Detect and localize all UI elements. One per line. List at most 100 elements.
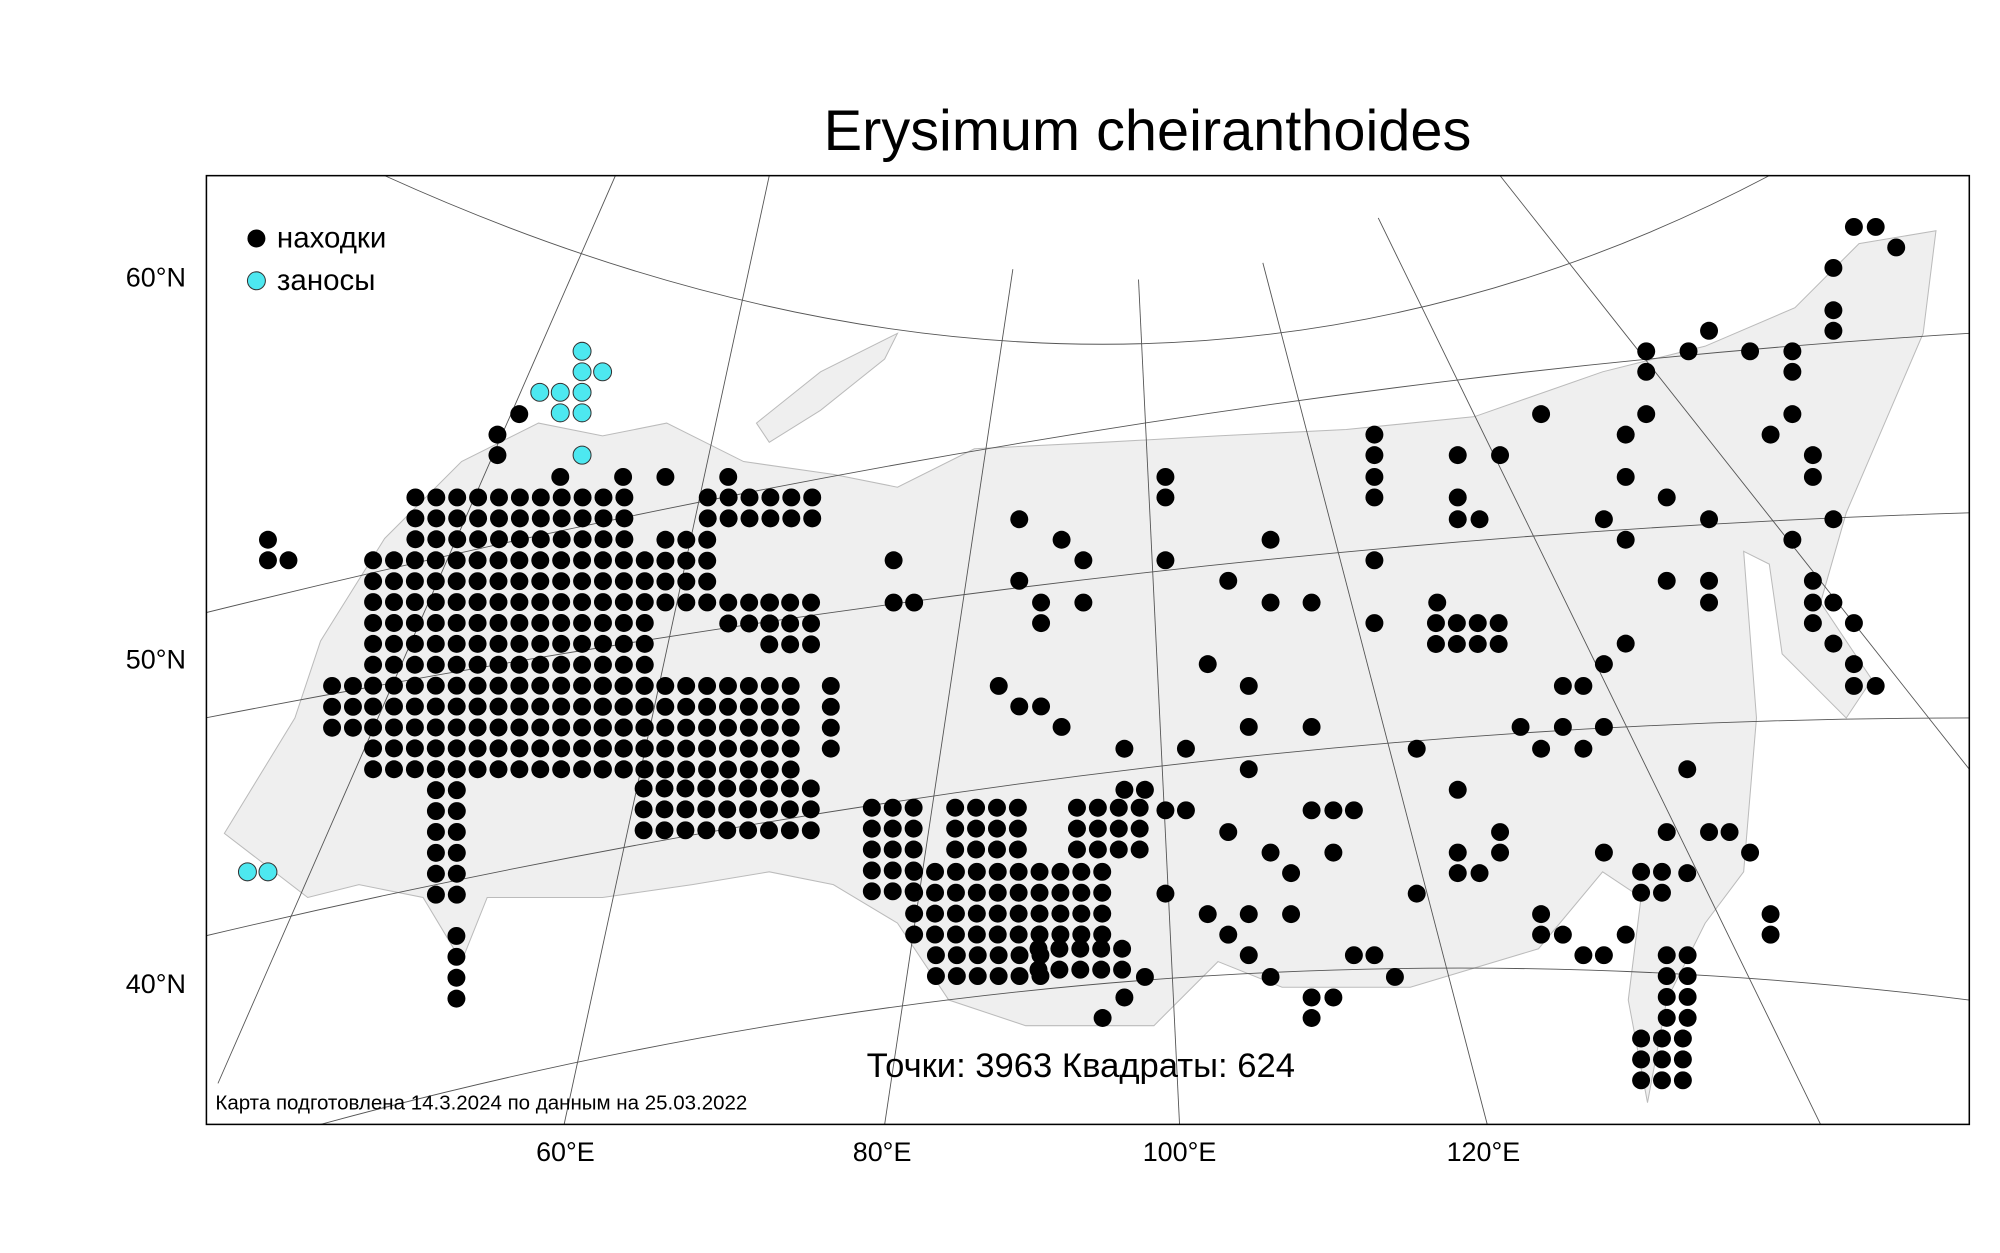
- occurrence-dot: [635, 655, 654, 674]
- occurrence-dot: [655, 800, 674, 819]
- occurrence-dot: [551, 467, 570, 486]
- occurrence-dot: [905, 904, 924, 923]
- occurrence-dot: [510, 718, 529, 737]
- occurrence-dot: [364, 760, 383, 779]
- occurrence-dot: [821, 718, 840, 737]
- occurrence-dot: [988, 883, 1007, 902]
- occurrence-dot: [447, 676, 466, 695]
- occurrence-dot: [447, 634, 466, 653]
- occurrence-dot: [447, 989, 466, 1008]
- occurrence-dot: [593, 593, 612, 612]
- occurrence-dot: [1844, 614, 1863, 633]
- occurrence-dot: [1632, 1029, 1651, 1048]
- occurrence-dot: [593, 760, 612, 779]
- occurrence-dot: [614, 613, 633, 632]
- occurrence-dot: [1491, 823, 1510, 842]
- occurrence-dot: [677, 760, 696, 779]
- occurrence-dot: [1067, 798, 1086, 817]
- occurrence-dot: [447, 718, 466, 737]
- occurrence-dot: [677, 676, 696, 695]
- occurrence-dot: [593, 718, 612, 737]
- occurrence-dot: [447, 551, 466, 570]
- occurrence-dot: [552, 676, 571, 695]
- occurrence-dot: [531, 760, 550, 779]
- occurrence-dot: [655, 779, 674, 798]
- occurrence-dot: [1678, 760, 1697, 779]
- occurrence-dot: [1051, 925, 1070, 944]
- occurrence-dot: [1088, 819, 1107, 838]
- occurrence-dot: [468, 634, 487, 653]
- occurrence-dot: [1130, 840, 1149, 859]
- occurrence-dot: [1115, 780, 1134, 799]
- occurrence-dot: [1032, 697, 1051, 716]
- occurrence-dot: [1574, 739, 1593, 758]
- occurrence-dot: [385, 593, 403, 612]
- occurrence-dot: [802, 614, 821, 633]
- occurrence-dot: [1135, 967, 1154, 986]
- occurrence-dot: [719, 676, 737, 695]
- occurrence-dot: [385, 676, 403, 695]
- occurrence-dot: [967, 883, 986, 902]
- lon-label: 60°E: [536, 1137, 595, 1167]
- occurrence-dot: [258, 530, 277, 549]
- occurrence-dot: [405, 718, 424, 737]
- occurrence-dot: [447, 926, 466, 945]
- occurrence-dot: [781, 593, 800, 612]
- occurrence-dot: [719, 488, 738, 507]
- occurrence-dot: [426, 822, 445, 841]
- occurrence-dot: [343, 697, 362, 716]
- occurrence-dot: [490, 488, 508, 507]
- occurrence-dot: [1448, 510, 1467, 529]
- occurrence-dot: [427, 530, 446, 549]
- occurrence-dot: [1302, 593, 1321, 612]
- occurrence-dot: [1115, 988, 1134, 1007]
- occurrence-dot: [447, 802, 466, 821]
- occurrence-dot: [1130, 798, 1149, 817]
- occurrence-dot: [573, 572, 592, 591]
- occurrence-dot: [531, 739, 550, 758]
- occurrence-dot: [1700, 823, 1719, 842]
- occurrence-dot: [490, 530, 508, 549]
- occurrence-dot: [862, 882, 881, 901]
- occurrence-dot: [740, 488, 759, 507]
- occurrence-dot: [1030, 925, 1049, 944]
- occurrence-dot: [489, 739, 508, 758]
- occurrence-dot: [1470, 864, 1489, 883]
- occurrence-dot: [594, 509, 613, 528]
- occurrence-dot: [968, 967, 987, 986]
- occurrence-dot: [1261, 530, 1280, 549]
- occurrence-dot: [1261, 843, 1280, 862]
- lon-label: 100°E: [1143, 1137, 1217, 1167]
- occurrence-dot: [1594, 510, 1613, 529]
- occurrence-dot: [1783, 530, 1802, 549]
- occurrence-dot: [656, 739, 675, 758]
- occurrence-dot: [1051, 862, 1070, 881]
- lat-label: 60°N: [126, 263, 186, 293]
- occurrence-dot: [987, 840, 1006, 859]
- occurrence-dot: [426, 781, 445, 800]
- occurrence-dot: [1239, 717, 1258, 736]
- occurrence-dot: [489, 760, 508, 779]
- occurrence-dot: [1135, 780, 1154, 799]
- occurrence-dot: [1653, 1050, 1671, 1069]
- occurrence-dot: [760, 800, 778, 819]
- occurrence-dot: [802, 635, 821, 654]
- introduced-dot: [572, 403, 592, 423]
- occurrence-dot: [1491, 446, 1510, 465]
- occurrence-dot: [594, 488, 613, 507]
- occurrence-dot: [719, 593, 738, 612]
- occurrence-dot: [593, 634, 612, 653]
- occurrence-dot: [967, 798, 986, 817]
- occurrence-dot: [1783, 342, 1802, 361]
- occurrence-dot: [531, 613, 550, 632]
- occurrence-dot: [884, 551, 903, 570]
- occurrence-dot: [447, 822, 466, 841]
- occurrence-dot: [1092, 960, 1111, 979]
- occurrence-dot: [468, 697, 487, 716]
- occurrence-dot: [676, 821, 695, 840]
- occurrence-dot: [635, 760, 654, 779]
- occurrence-dot: [573, 760, 592, 779]
- occurrence-dot: [883, 819, 902, 838]
- occurrence-dot: [531, 509, 550, 528]
- occurrence-dot: [593, 613, 612, 632]
